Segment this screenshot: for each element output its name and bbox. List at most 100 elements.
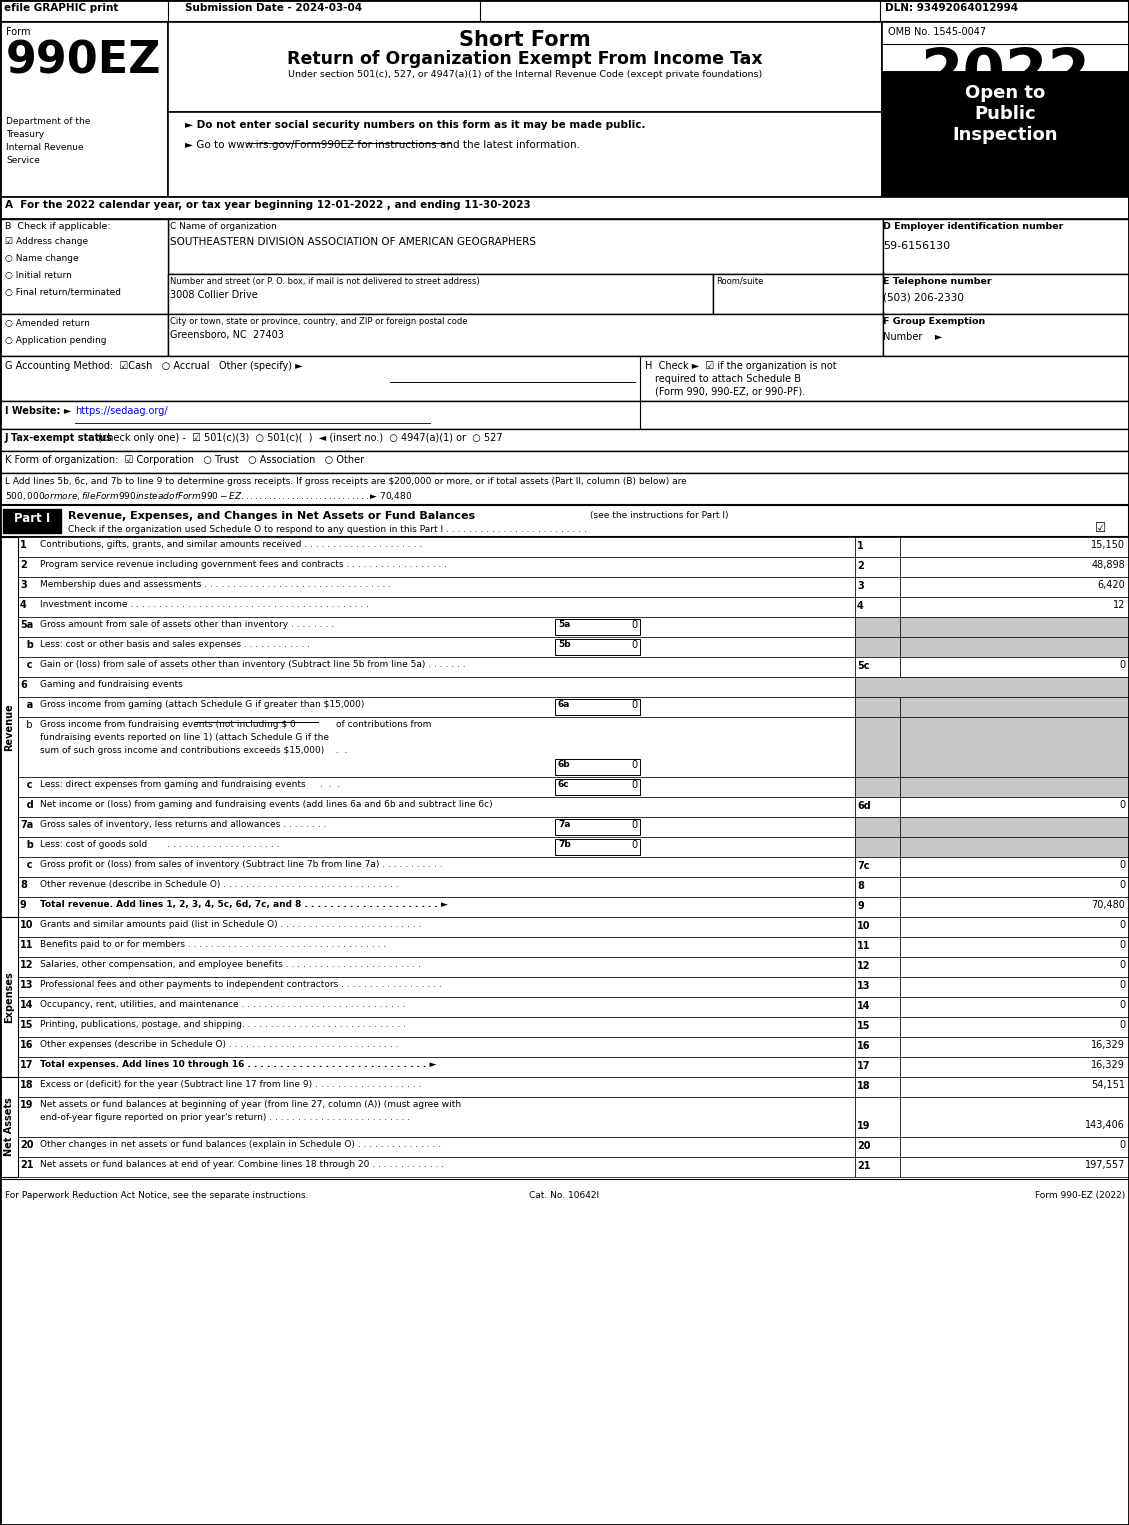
Text: C Name of organization: C Name of organization xyxy=(170,223,277,230)
Bar xyxy=(900,1157,1129,1177)
Bar xyxy=(855,997,900,1017)
Text: 16,329: 16,329 xyxy=(1091,1060,1124,1071)
Text: 48,898: 48,898 xyxy=(1092,560,1124,570)
Text: 16,329: 16,329 xyxy=(1091,1040,1124,1051)
Bar xyxy=(900,537,1129,557)
Bar xyxy=(855,798,900,817)
Bar xyxy=(18,576,855,596)
Text: Short Form: Short Form xyxy=(460,30,590,50)
Text: 12: 12 xyxy=(1112,599,1124,610)
Bar xyxy=(855,778,900,798)
Text: Printing, publications, postage, and shipping. . . . . . . . . . . . . . . . . .: Printing, publications, postage, and shi… xyxy=(40,1020,405,1029)
Text: Gross income from gaming (attach Schedule G if greater than $15,000): Gross income from gaming (attach Schedul… xyxy=(40,700,365,709)
Text: 6,420: 6,420 xyxy=(1097,580,1124,590)
Text: a: a xyxy=(20,700,33,711)
Text: 6b: 6b xyxy=(558,759,570,769)
Bar xyxy=(855,557,900,576)
Text: 0: 0 xyxy=(1119,860,1124,869)
Bar xyxy=(855,978,900,997)
Text: 17: 17 xyxy=(20,1060,34,1071)
Bar xyxy=(855,877,900,897)
Text: 2022: 2022 xyxy=(920,46,1091,105)
Bar xyxy=(0,451,1129,473)
Bar xyxy=(0,1077,18,1177)
Text: Revenue, Expenses, and Changes in Net Assets or Fund Balances: Revenue, Expenses, and Changes in Net As… xyxy=(68,511,475,522)
Bar xyxy=(555,698,640,715)
Bar xyxy=(3,509,61,534)
Text: c: c xyxy=(20,660,33,669)
Text: ○ Name change: ○ Name change xyxy=(5,255,79,262)
Bar xyxy=(18,958,855,978)
Bar xyxy=(555,639,640,656)
Text: 18: 18 xyxy=(857,1081,870,1090)
Text: 14: 14 xyxy=(857,1000,870,1011)
Text: Under section 501(c), 527, or 4947(a)(1) of the Internal Revenue Code (except pr: Under section 501(c), 527, or 4947(a)(1)… xyxy=(288,70,762,79)
Bar xyxy=(0,401,1129,429)
Text: (503) 206-2330: (503) 206-2330 xyxy=(883,291,964,302)
Text: B  Check if applicable:: B Check if applicable: xyxy=(5,223,111,230)
Text: ○ Initial return: ○ Initial return xyxy=(5,271,72,281)
Bar xyxy=(18,1017,855,1037)
Text: Net assets or fund balances at end of year. Combine lines 18 through 20 . . . . : Net assets or fund balances at end of ye… xyxy=(40,1161,444,1170)
Text: 3008 Collier Drive: 3008 Collier Drive xyxy=(170,290,257,300)
Text: required to attach Schedule B: required to attach Schedule B xyxy=(655,374,800,384)
Bar xyxy=(18,1138,855,1157)
Text: efile GRAPHIC print: efile GRAPHIC print xyxy=(5,3,119,14)
Bar xyxy=(18,857,855,877)
Bar xyxy=(0,355,1129,401)
Bar xyxy=(900,1017,1129,1037)
Text: 5a: 5a xyxy=(20,621,33,630)
Text: 0: 0 xyxy=(1119,880,1124,891)
Bar xyxy=(900,557,1129,576)
Bar xyxy=(555,759,640,775)
Text: 59-6156130: 59-6156130 xyxy=(883,241,951,252)
Bar xyxy=(18,817,855,837)
Bar xyxy=(18,936,855,958)
Bar xyxy=(900,877,1129,897)
Bar xyxy=(18,837,855,857)
Text: 0: 0 xyxy=(1119,660,1124,669)
Text: (see the instructions for Part I): (see the instructions for Part I) xyxy=(590,511,728,520)
Text: For Paperwork Reduction Act Notice, see the separate instructions.: For Paperwork Reduction Act Notice, see … xyxy=(5,1191,308,1200)
Text: Investment income . . . . . . . . . . . . . . . . . . . . . . . . . . . . . . . : Investment income . . . . . . . . . . . … xyxy=(40,599,369,608)
Text: end-of-year figure reported on prior year's return) . . . . . . . . . . . . . . : end-of-year figure reported on prior yea… xyxy=(40,1113,410,1122)
Text: City or town, state or province, country, and ZIP or foreign postal code: City or town, state or province, country… xyxy=(170,317,467,326)
Text: 0: 0 xyxy=(1119,1000,1124,1010)
Text: Total expenses. Add lines 10 through 16 . . . . . . . . . . . . . . . . . . . . : Total expenses. Add lines 10 through 16 … xyxy=(40,1060,437,1069)
Text: Gain or (loss) from sale of assets other than inventory (Subtract line 5b from l: Gain or (loss) from sale of assets other… xyxy=(40,660,465,669)
Text: 0: 0 xyxy=(631,759,637,770)
Text: Gaming and fundraising events: Gaming and fundraising events xyxy=(40,680,183,689)
Text: ► Do not enter social security numbers on this form as it may be made public.: ► Do not enter social security numbers o… xyxy=(185,120,646,130)
Text: 18: 18 xyxy=(20,1080,34,1090)
Text: 0: 0 xyxy=(631,840,637,849)
Text: b: b xyxy=(20,840,34,849)
Bar xyxy=(900,997,1129,1017)
Text: ☑ Address change: ☑ Address change xyxy=(5,236,88,246)
Text: Open to
Public
Inspection: Open to Public Inspection xyxy=(952,84,1058,143)
Text: 10: 10 xyxy=(20,920,34,930)
Bar xyxy=(18,596,855,618)
Text: 16: 16 xyxy=(857,1042,870,1051)
Bar xyxy=(855,618,900,637)
Bar xyxy=(18,637,855,657)
Bar xyxy=(900,596,1129,618)
Text: ○ Amended return: ○ Amended return xyxy=(5,319,90,328)
Bar xyxy=(900,917,1129,936)
Text: DLN: 93492064012994: DLN: 93492064012994 xyxy=(885,3,1018,14)
Bar xyxy=(18,978,855,997)
Bar xyxy=(168,21,882,111)
Bar xyxy=(18,897,855,917)
Bar xyxy=(18,917,855,936)
Bar xyxy=(0,314,168,355)
Bar xyxy=(855,1057,900,1077)
Bar xyxy=(855,697,900,717)
Text: ☑: ☑ xyxy=(1095,522,1106,535)
Text: 0: 0 xyxy=(631,820,637,830)
Text: Professional fees and other payments to independent contractors . . . . . . . . : Professional fees and other payments to … xyxy=(40,981,441,990)
Bar xyxy=(855,1037,900,1057)
Text: 7b: 7b xyxy=(558,840,571,849)
Text: 7c: 7c xyxy=(857,862,869,871)
Bar xyxy=(855,637,900,657)
Bar xyxy=(0,21,168,197)
Text: 19: 19 xyxy=(857,1121,870,1132)
